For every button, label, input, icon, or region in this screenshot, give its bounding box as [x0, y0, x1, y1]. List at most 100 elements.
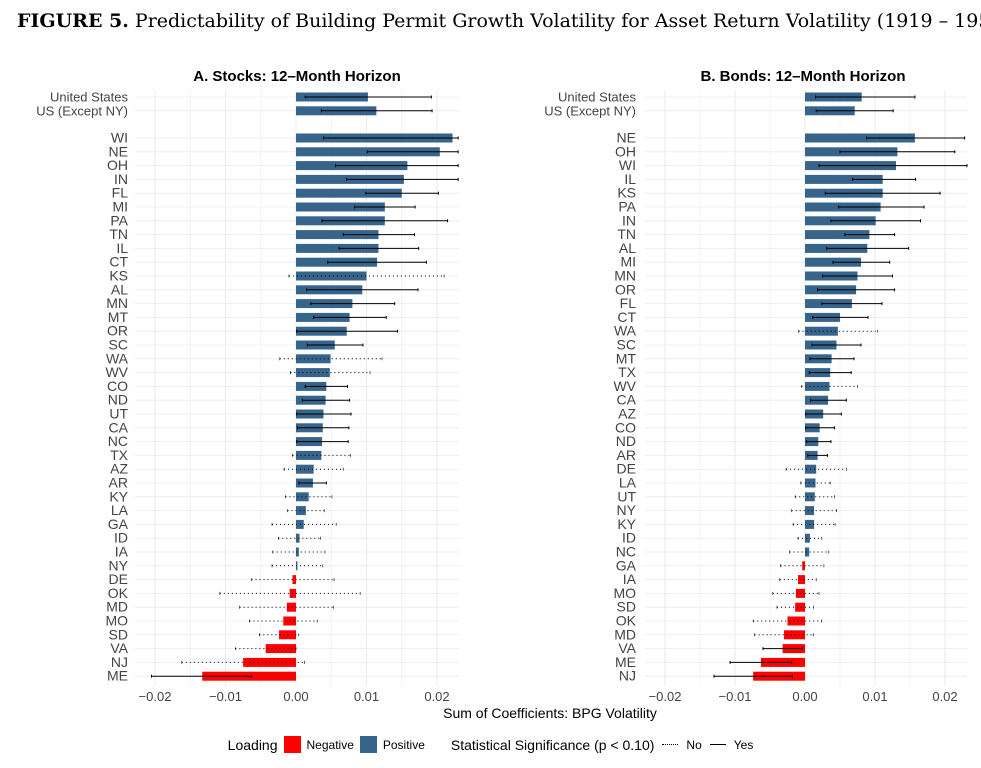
bonds-row-label: KY: [617, 516, 636, 532]
bonds-row-label: WV: [613, 378, 636, 394]
bonds-bar-ut: [805, 492, 815, 502]
bonds-xtick-label: 0.01: [862, 689, 887, 704]
bonds-row-label: CO: [615, 419, 636, 435]
bonds-row-label: OK: [616, 613, 637, 629]
bonds-xtick-label: 0.02: [932, 689, 957, 704]
legend-positive-label: Positive: [382, 737, 425, 752]
stocks-xtick-label: 0.00: [283, 689, 308, 704]
bonds-bar-tn: [805, 230, 870, 240]
stocks-row-label: LA: [111, 502, 129, 518]
bonds-row-label: OR: [615, 281, 636, 297]
stocks-bar-wa: [296, 354, 331, 364]
bonds-panel-title: B. Bonds: 12–Month Horizon: [701, 68, 906, 85]
bonds-xtick-label: −0.01: [719, 689, 752, 704]
bonds-bar-wv: [805, 381, 830, 391]
bonds-bar-la: [805, 478, 816, 488]
stocks-bar-id: [296, 533, 300, 543]
bonds-row-label: ME: [615, 654, 636, 670]
stocks-panel-title: A. Stocks: 12–Month Horizon: [193, 68, 401, 85]
bonds-bar-ia: [798, 575, 805, 585]
stocks-bar-nj: [243, 657, 296, 667]
bonds-row-label: WA: [614, 323, 637, 339]
stocks-bar-md: [286, 602, 296, 612]
bonds-row-label: United States: [558, 90, 637, 105]
legend-negative-label: Negative: [306, 737, 354, 752]
stocks-row-label: AL: [111, 281, 128, 297]
stocks-row-label: OK: [108, 585, 129, 601]
x-axis-label: Sum of Coefficients: BPG Volatility: [443, 705, 657, 721]
stocks-row-label: AZ: [110, 461, 128, 477]
bonds-row-label: SC: [617, 337, 636, 353]
bonds-row-label: ND: [616, 433, 636, 449]
stocks-row-label: PA: [110, 212, 128, 228]
bonds-row-label: SD: [617, 599, 636, 615]
bonds-xtick-label: −0.02: [649, 689, 682, 704]
bonds-row-label: GA: [616, 557, 637, 573]
bonds-row-label: CA: [617, 392, 637, 408]
legend-no-line: [662, 744, 679, 745]
legend-yes-line: [709, 744, 726, 745]
stocks-row-label: NC: [108, 433, 128, 449]
bonds-row-label: VA: [618, 640, 636, 656]
stocks-row-label: United States: [50, 90, 129, 105]
stocks-row-label: NY: [109, 557, 129, 573]
bonds-bar-ga: [802, 561, 805, 571]
bonds-row-label: PA: [618, 199, 636, 215]
bonds-row-label: UT: [617, 488, 636, 504]
stocks-bar-la: [296, 506, 306, 516]
stocks-bar-va: [265, 644, 296, 654]
bonds-row-label: MT: [616, 350, 637, 366]
stocks-row-label: IA: [115, 544, 129, 560]
stocks-bar-wv: [296, 368, 330, 378]
stocks-row-label: CT: [109, 254, 128, 270]
figure-label: FIGURE 5.: [17, 10, 129, 32]
stocks-row-label: GA: [108, 516, 129, 532]
stocks-bar-mi: [296, 202, 385, 212]
stocks-row-label: NJ: [111, 654, 128, 670]
bonds-row-label: MN: [614, 268, 636, 284]
stocks-bar-ks: [296, 271, 367, 281]
stocks-row-label: NE: [109, 143, 128, 159]
legend: Loading Negative Positive Statistical Si…: [0, 736, 981, 758]
stocks-row-label: FL: [112, 185, 129, 201]
bonds-row-label: ID: [622, 530, 636, 546]
stocks-row-label: AR: [109, 475, 128, 491]
legend-negative-swatch: [283, 736, 301, 753]
stocks-row-label: MN: [106, 295, 128, 311]
bonds-row-label: WI: [619, 157, 636, 173]
bonds-bar-ny: [805, 506, 815, 516]
stocks-row-label: TN: [109, 226, 128, 242]
stocks-bar-ga: [296, 519, 304, 529]
bonds-row-label: MD: [614, 626, 636, 642]
stocks-bar-fl: [296, 188, 402, 198]
legend-yes-label: Yes: [733, 737, 754, 752]
stocks-row-label: ID: [114, 530, 128, 546]
stocks-bar-de: [292, 575, 296, 585]
bonds-row-label: CT: [617, 309, 636, 325]
stocks-xtick-label: 0.01: [354, 689, 379, 704]
bonds-row-label: DE: [617, 461, 636, 477]
bonds-bar-nc: [805, 547, 810, 557]
stocks-row-label: WI: [111, 130, 128, 146]
stocks-xtick-label: 0.02: [424, 689, 449, 704]
stocks-xtick-label: −0.01: [209, 689, 242, 704]
legend-significance-title: Statistical Significance (p < 0.10): [450, 736, 655, 753]
bonds-row-label: AR: [617, 447, 636, 463]
legend-positive-swatch: [359, 736, 377, 753]
stocks-row-label: WA: [106, 350, 129, 366]
stocks-row-label: SD: [109, 626, 128, 642]
legend-loading-title: Loading: [227, 736, 278, 753]
stocks-xtick-label: −0.02: [139, 689, 172, 704]
bonds-row-label: NJ: [619, 668, 636, 684]
stocks-row-label: WV: [105, 364, 128, 380]
bonds-bar-ne: [805, 133, 915, 143]
bonds-row-label: FL: [620, 295, 637, 311]
stocks-bar-il: [296, 243, 379, 253]
bonds-bar-ok: [787, 616, 805, 626]
stocks-row-label: UT: [109, 406, 128, 422]
stocks-row-label: VA: [110, 640, 128, 656]
stocks-row-label: MO: [105, 613, 128, 629]
stocks-row-label: OR: [107, 323, 128, 339]
bonds-row-label: KS: [617, 185, 636, 201]
stocks-row-label: ME: [107, 668, 128, 684]
